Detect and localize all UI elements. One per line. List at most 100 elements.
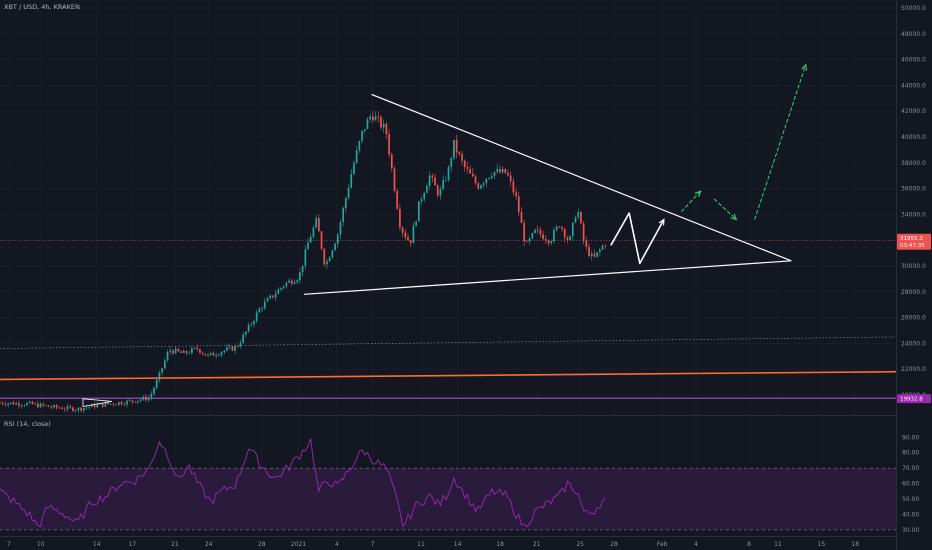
candle-body bbox=[415, 221, 417, 226]
candle-body bbox=[242, 334, 245, 343]
candle-body bbox=[420, 199, 423, 202]
candle-body bbox=[488, 177, 490, 179]
candle-body bbox=[109, 403, 112, 405]
candle-body bbox=[215, 355, 218, 357]
candle-body bbox=[331, 250, 334, 258]
candle-body bbox=[434, 177, 436, 186]
candle-body bbox=[180, 351, 182, 353]
candle-body bbox=[234, 346, 236, 351]
time-axis[interactable]: 7 10 14 17 21 24 28 2021 4 7 11 14 18 21 25 28 Feb 4 8 11 15… bbox=[7, 541, 859, 548]
price-tags: 31955.303:47:35 19932.8 bbox=[897, 233, 931, 404]
candle-body bbox=[158, 372, 161, 380]
candle-body bbox=[323, 248, 326, 265]
candle-body bbox=[539, 229, 542, 235]
candle-body bbox=[123, 404, 126, 406]
candle-body bbox=[134, 401, 136, 403]
candle-body bbox=[555, 226, 558, 231]
candle-body bbox=[585, 240, 588, 247]
grid bbox=[0, 0, 897, 550]
time-tick-label: 4 bbox=[335, 541, 339, 548]
symbol-header[interactable]: XBT / USD, 4h, KRAKEN bbox=[4, 3, 80, 11]
projection-arrows[interactable] bbox=[610, 63, 808, 265]
candle-body bbox=[374, 116, 377, 121]
candle-body bbox=[507, 173, 509, 176]
candle-body bbox=[428, 175, 431, 187]
candle-body bbox=[526, 241, 528, 243]
candle-body bbox=[193, 347, 196, 349]
price-tick-label: 34000.0 bbox=[901, 211, 926, 218]
candle-body bbox=[166, 351, 169, 361]
candle-body bbox=[45, 405, 47, 407]
candle-body bbox=[288, 280, 290, 283]
candle-body bbox=[450, 158, 453, 167]
white-projection-arrowhead bbox=[658, 218, 665, 226]
candle-body bbox=[315, 218, 317, 228]
candle-body bbox=[593, 253, 596, 257]
candle-body bbox=[598, 249, 601, 253]
candle-body bbox=[469, 169, 471, 174]
time-tick-label: 4 bbox=[694, 541, 698, 548]
rsi-tick-label: 30.00 bbox=[902, 527, 919, 534]
lower-support-trendline bbox=[303, 260, 792, 295]
candle-body bbox=[466, 166, 469, 170]
candle-body bbox=[582, 223, 585, 241]
candle-body bbox=[390, 154, 393, 169]
candle-body bbox=[553, 230, 555, 242]
candle-body bbox=[542, 234, 544, 240]
rsi-header[interactable]: RSI (14, close) bbox=[4, 420, 51, 428]
candle-body bbox=[12, 402, 15, 405]
candle-body bbox=[380, 116, 382, 128]
candle-body bbox=[93, 404, 96, 408]
candle-body bbox=[15, 403, 18, 405]
purple-level-value: 19932.8 bbox=[900, 397, 923, 403]
candle-body bbox=[0, 402, 1, 404]
candle-body bbox=[7, 403, 9, 405]
candle-body bbox=[220, 352, 223, 355]
candle-body bbox=[50, 406, 53, 408]
candle-body bbox=[561, 227, 563, 229]
candle-body bbox=[353, 162, 355, 174]
candle-body bbox=[458, 152, 461, 155]
candle-body bbox=[190, 348, 193, 354]
candle-body bbox=[245, 331, 247, 335]
green-projection-arrow bbox=[713, 198, 737, 220]
candle-body bbox=[336, 234, 339, 244]
candle-body bbox=[269, 295, 272, 299]
candle-body bbox=[358, 140, 361, 151]
orange-support-line bbox=[0, 370, 897, 381]
candle-body bbox=[107, 402, 109, 404]
candle-body bbox=[485, 178, 488, 184]
candle-body bbox=[207, 354, 209, 356]
candle-body bbox=[112, 403, 115, 405]
time-tick-label: 24 bbox=[205, 541, 213, 548]
candle-body bbox=[96, 404, 99, 408]
price-tick-label: 40000.0 bbox=[901, 134, 926, 141]
rsi-axis: 90.00 80.00 70.00 60.00 50.00 40.00 30.00 bbox=[902, 434, 919, 534]
candle-body bbox=[528, 238, 531, 242]
rsi-tick-label: 40.00 bbox=[902, 511, 919, 518]
candle-body bbox=[266, 298, 269, 302]
countdown-timer: 03:47:35 bbox=[900, 243, 925, 249]
current-price-tag bbox=[897, 233, 931, 250]
candle-body bbox=[426, 186, 428, 193]
candle-body bbox=[409, 240, 412, 244]
white-projection-path bbox=[610, 212, 665, 265]
candle-body bbox=[255, 312, 258, 322]
candle-body bbox=[304, 249, 307, 266]
candle-body bbox=[204, 353, 207, 356]
candle-body bbox=[4, 404, 7, 405]
time-tick-label: Feb bbox=[657, 541, 668, 548]
candle-body bbox=[547, 240, 550, 244]
candle-body bbox=[355, 150, 358, 163]
candles bbox=[0, 111, 607, 414]
candle-body bbox=[172, 350, 174, 354]
candle-body bbox=[142, 396, 145, 400]
candle-body bbox=[463, 160, 466, 167]
candle-body bbox=[169, 350, 172, 352]
price-tick-label: 22000.0 bbox=[901, 366, 926, 373]
price-axis[interactable]: 50000.0 48000.0 46000.0 44000.0 42000.0 40000… bbox=[901, 5, 926, 399]
trendlines[interactable] bbox=[82, 93, 792, 408]
candle-body bbox=[517, 196, 520, 213]
candle-body bbox=[58, 407, 61, 409]
